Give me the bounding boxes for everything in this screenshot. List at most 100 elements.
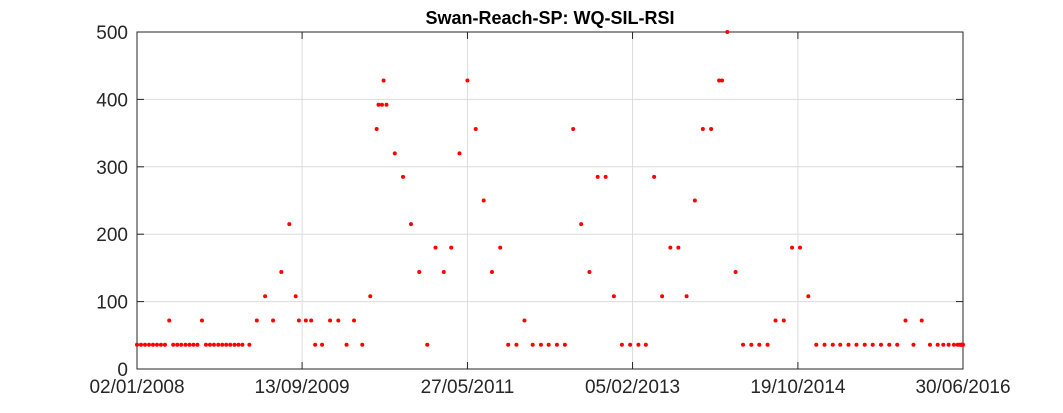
data-point: [320, 342, 325, 347]
x-tick-label: 27/05/2011: [421, 377, 515, 398]
data-point: [158, 342, 163, 347]
axes-box: [136, 31, 964, 370]
data-point: [514, 342, 519, 347]
data-point: [773, 318, 778, 323]
y-tick-label: 500: [96, 23, 128, 44]
data-point: [806, 294, 811, 299]
data-point: [538, 342, 543, 347]
data-point: [175, 342, 180, 347]
data-point: [878, 342, 883, 347]
plot-area: [137, 32, 963, 369]
data-point: [425, 342, 430, 347]
data-point: [381, 78, 386, 83]
data-point: [830, 342, 835, 347]
data-point: [935, 342, 940, 347]
data-point: [619, 342, 624, 347]
data-point: [328, 318, 333, 323]
data-point: [790, 245, 795, 250]
data-point: [401, 174, 406, 179]
data-point: [498, 245, 503, 250]
data-point: [154, 342, 159, 347]
data-point: [652, 174, 657, 179]
data-point: [236, 342, 241, 347]
data-point: [862, 342, 867, 347]
data-point: [368, 294, 373, 299]
y-tick-label: 100: [96, 293, 128, 314]
data-point: [232, 342, 237, 347]
data-point: [179, 342, 184, 347]
data-point: [709, 127, 714, 132]
data-point: [135, 342, 139, 347]
data-point: [951, 342, 956, 347]
data-point: [628, 342, 633, 347]
data-point: [162, 342, 167, 347]
data-point: [946, 342, 951, 347]
data-point: [167, 318, 172, 323]
data-point: [146, 342, 151, 347]
data-point: [725, 30, 730, 34]
x-tick-label: 19/10/2014: [750, 377, 846, 398]
data-point: [587, 269, 592, 274]
data-point: [352, 318, 357, 323]
data-point: [919, 318, 924, 323]
data-point: [684, 294, 689, 299]
data-point: [374, 127, 379, 132]
data-point: [240, 342, 245, 347]
data-point: [465, 78, 470, 83]
data-point: [838, 342, 843, 347]
data-point: [692, 198, 697, 203]
data-point: [481, 198, 486, 203]
data-point: [336, 318, 341, 323]
data-point: [562, 342, 567, 347]
data-point: [279, 269, 284, 274]
data-point: [344, 342, 349, 347]
data-point: [247, 342, 252, 347]
data-point: [417, 269, 422, 274]
data-point: [798, 245, 803, 250]
data-point: [473, 127, 478, 132]
data-point: [183, 342, 188, 347]
ticks: 0 100 200 300 400 500 02/01/2008 13/09/2009 27/0…: [89, 23, 1010, 398]
data-point: [187, 342, 192, 347]
data-point: [195, 342, 200, 347]
data-point: [303, 318, 308, 323]
data-point: [293, 294, 298, 299]
data-point: [554, 342, 559, 347]
grid: [136, 31, 964, 370]
data-point: [211, 342, 216, 347]
data-point: [228, 342, 233, 347]
data-point: [171, 342, 176, 347]
data-point: [870, 342, 875, 347]
data-point: [309, 318, 314, 323]
data-point: [271, 318, 276, 323]
data-point: [522, 318, 527, 323]
data-point: [903, 318, 908, 323]
data-point: [191, 342, 196, 347]
data-point: [700, 127, 705, 132]
data-point: [263, 294, 268, 299]
data-point: [296, 318, 301, 323]
data-point: [220, 342, 225, 347]
data-point: [733, 269, 738, 274]
y-tick-label: 200: [96, 225, 128, 246]
data-point: [224, 342, 229, 347]
data-points: [135, 30, 965, 347]
data-point: [441, 269, 446, 274]
data-point: [911, 342, 916, 347]
x-tick-label: 13/09/2009: [255, 377, 350, 398]
data-point: [636, 342, 641, 347]
data-point: [846, 342, 851, 347]
data-point: [506, 342, 511, 347]
data-point: [379, 102, 384, 107]
data-point: [941, 342, 946, 347]
data-point: [313, 342, 318, 347]
data-point: [720, 78, 725, 83]
data-point: [384, 102, 389, 107]
data-point: [571, 127, 576, 132]
data-point: [199, 318, 204, 323]
y-tick-label: 0: [117, 360, 128, 381]
data-point: [138, 342, 143, 347]
data-point: [611, 294, 616, 299]
data-point: [287, 222, 292, 227]
data-point: [254, 318, 259, 323]
